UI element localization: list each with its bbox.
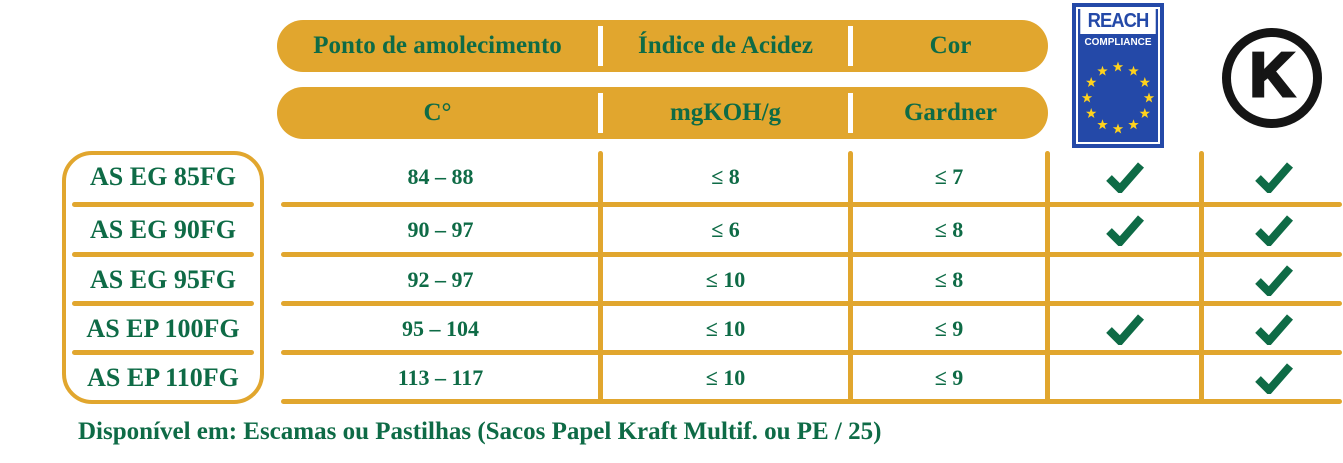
product-labels-box: [62, 151, 264, 404]
unit-celsius: C°: [423, 99, 452, 126]
acid-index-value: ≤ 10: [705, 316, 746, 341]
acid-index-value: ≤ 10: [705, 267, 746, 292]
check-icon: [1254, 162, 1293, 193]
gardner-color-value: ≤ 7: [934, 164, 964, 189]
kosher-k-letter: K: [1248, 41, 1296, 110]
reach-logo-title: REACH: [1080, 8, 1156, 34]
row-divider: [72, 202, 254, 207]
reach-logo-subtitle: COMPLIANCE: [1084, 36, 1152, 48]
acid-index-value: ≤ 8: [711, 164, 740, 189]
product-name: AS EP 100FG: [86, 314, 240, 343]
check-icon: [1105, 162, 1144, 193]
table-row: AS EP 100FG 95 – 104 ≤ 10 ≤ 9: [0, 304, 1343, 354]
table-row: AS EG 85FG 84 – 88 ≤ 8 ≤ 7: [0, 152, 1343, 202]
softening-point-value: 90 – 97: [407, 217, 474, 242]
reach-check-cell: [1050, 205, 1199, 255]
kosher-check-cell: [1204, 205, 1343, 255]
unit-gardner: Gardner: [903, 99, 998, 126]
row-divider: [281, 350, 1342, 355]
column-divider: [1199, 151, 1204, 404]
reach-check-cell: [1050, 255, 1199, 305]
unit-mgkoh: mgKOH/g: [669, 99, 782, 126]
reach-check-cell: [1050, 152, 1199, 202]
kosher-k-logo: K: [1222, 28, 1322, 128]
kosher-check-cell: [1204, 152, 1343, 202]
header-pill-parameters: Ponto de amolecimento Índice de Acidez C…: [277, 20, 1048, 72]
pill-divider: [598, 93, 603, 133]
reach-check-cell: [1050, 304, 1199, 354]
availability-note: Disponível em: Escamas ou Pastilhas (Sac…: [78, 418, 882, 445]
softening-point-value: 92 – 97: [407, 267, 474, 292]
reach-compliance-logo: REACH COMPLIANCE: [1072, 3, 1164, 148]
reach-check-cell: [1050, 353, 1199, 403]
product-name: AS EG 95FG: [90, 265, 236, 294]
check-icon: [1254, 363, 1293, 394]
column-header-softening-point: Ponto de amolecimento: [313, 32, 562, 59]
row-divider: [72, 252, 254, 257]
row-divider: [281, 252, 1342, 257]
pill-divider: [598, 26, 603, 66]
kosher-check-cell: [1204, 304, 1343, 354]
table-row: AS EP 110FG 113 – 117 ≤ 10 ≤ 9: [0, 353, 1343, 403]
row-divider: [281, 202, 1342, 207]
check-icon: [1254, 314, 1293, 345]
check-icon: [1254, 215, 1293, 246]
product-name: AS EG 85FG: [90, 162, 236, 191]
softening-point-value: 113 – 117: [397, 365, 484, 390]
kosher-check-cell: [1204, 353, 1343, 403]
column-divider: [848, 151, 853, 404]
row-divider: [281, 301, 1342, 306]
acid-index-value: ≤ 10: [705, 365, 746, 390]
column-divider: [598, 151, 603, 404]
column-header-color: Cor: [929, 32, 972, 59]
check-icon: [1254, 265, 1293, 296]
table-row: AS EG 90FG 90 – 97 ≤ 6 ≤ 8: [0, 205, 1343, 255]
softening-point-value: 95 – 104: [402, 316, 479, 341]
gardner-color-value: ≤ 8: [934, 267, 964, 292]
column-header-acid-index: Índice de Acidez: [638, 32, 813, 59]
gardner-color-value: ≤ 8: [934, 217, 964, 242]
header-pill-units: C° mgKOH/g Gardner: [277, 87, 1048, 139]
row-divider: [72, 350, 254, 355]
acid-index-value: ≤ 6: [711, 217, 740, 242]
table-row: AS EG 95FG 92 – 97 ≤ 10 ≤ 8: [0, 255, 1343, 305]
softening-point-value: 84 – 88: [407, 164, 474, 189]
gardner-color-value: ≤ 9: [934, 365, 964, 390]
table-bottom-line: [281, 399, 1342, 404]
column-divider: [1045, 151, 1050, 404]
product-name: AS EP 110FG: [87, 363, 239, 392]
check-icon: [1105, 215, 1144, 246]
gardner-color-value: ≤ 9: [934, 316, 964, 341]
row-divider: [72, 301, 254, 306]
check-icon: [1105, 314, 1144, 345]
kosher-check-cell: [1204, 255, 1343, 305]
eu-stars-icon: [1081, 61, 1155, 134]
pill-divider: [848, 26, 853, 66]
product-name: AS EG 90FG: [90, 215, 236, 244]
pill-divider: [848, 93, 853, 133]
